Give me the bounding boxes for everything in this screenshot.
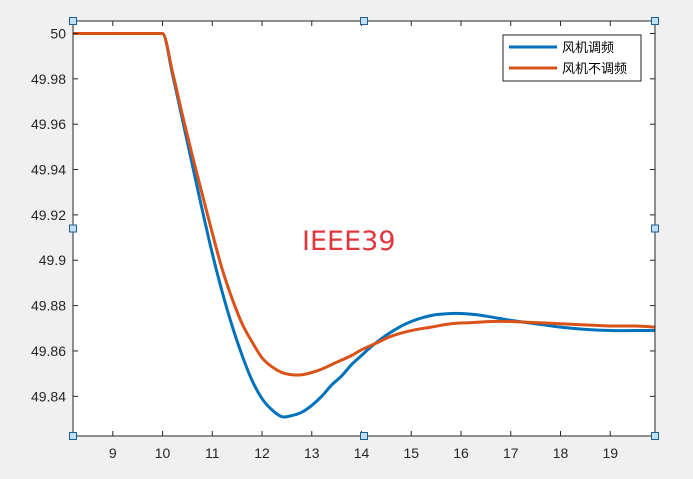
selection-handles [69,17,659,440]
x-tick-label: 13 [304,445,320,461]
chart-annotation: IEEE39 [302,226,396,257]
selection-handle[interactable] [360,17,368,25]
x-tick-label: 16 [453,445,469,461]
selection-handle[interactable] [69,432,77,440]
x-tick-label: 17 [503,445,519,461]
x-tick-label: 9 [109,445,117,461]
plot-area [73,21,655,436]
series-line-1 [72,31,656,377]
y-tick-label: 49.84 [31,388,66,404]
y-tick-label: 49.96 [31,116,66,132]
y-tick-label: 49.98 [31,71,66,87]
selection-handle[interactable] [651,432,659,440]
legend-label-1: 风机不调频 [562,62,627,77]
selection-handle[interactable] [651,224,659,233]
series-line-0 [72,31,655,419]
selection-handle[interactable] [651,17,659,25]
x-tick-label: 19 [602,445,618,461]
ticks-layer: 9 10 11 12 13 14 15 16 17 18 19 49.84 49.86 49.88 49.9… [31,21,655,461]
legend: 风机调频 风机不调频 [502,34,642,82]
selection-handle[interactable] [360,432,368,440]
x-tick-label: 10 [155,445,171,461]
y-tick-label: 49.92 [31,207,66,223]
y-tick-label: 49.9 [39,252,66,268]
x-tick-label: 12 [254,445,270,461]
y-tick-label: 49.86 [31,343,66,359]
x-tick-label: 18 [553,445,569,461]
selection-handle[interactable] [69,17,77,25]
y-tick-label: 49.88 [31,298,66,314]
selection-handle[interactable] [69,224,77,233]
legend-box [502,34,642,82]
y-tick-label: 49.94 [31,162,66,178]
y-tick-label: 50 [50,25,66,41]
series-layer [72,31,656,419]
x-tick-label: 14 [354,445,370,461]
x-tick-label: 11 [205,445,220,461]
x-tick-label: 15 [403,445,419,461]
legend-label-0: 风机调频 [562,41,614,56]
